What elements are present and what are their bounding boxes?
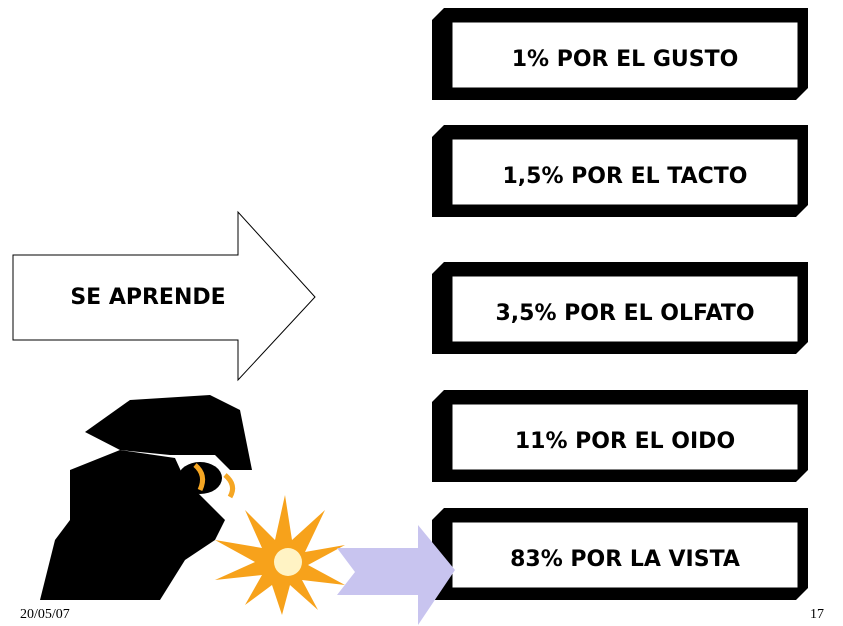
slide: SE APRENDE 1% POR EL GUSTO 1,5% POR EL TA… bbox=[0, 0, 843, 626]
spark-center bbox=[274, 548, 302, 576]
silhouette bbox=[40, 395, 252, 600]
box-label: 1% POR EL GUSTO bbox=[512, 47, 739, 72]
box-label: 11% POR EL OIDO bbox=[515, 429, 735, 454]
page-number: 17 bbox=[810, 607, 824, 622]
boxes: 1% POR EL GUSTO 1,5% POR EL TACTO 3,5% POR… bbox=[432, 8, 808, 600]
arrow-label: SE APRENDE bbox=[70, 285, 225, 310]
box-label: 83% POR LA VISTA bbox=[510, 547, 740, 572]
footer-date: 20/05/07 bbox=[20, 607, 70, 622]
box-label: 1,5% POR EL TACTO bbox=[503, 164, 748, 189]
box-label: 3,5% POR EL OLFATO bbox=[495, 301, 754, 326]
